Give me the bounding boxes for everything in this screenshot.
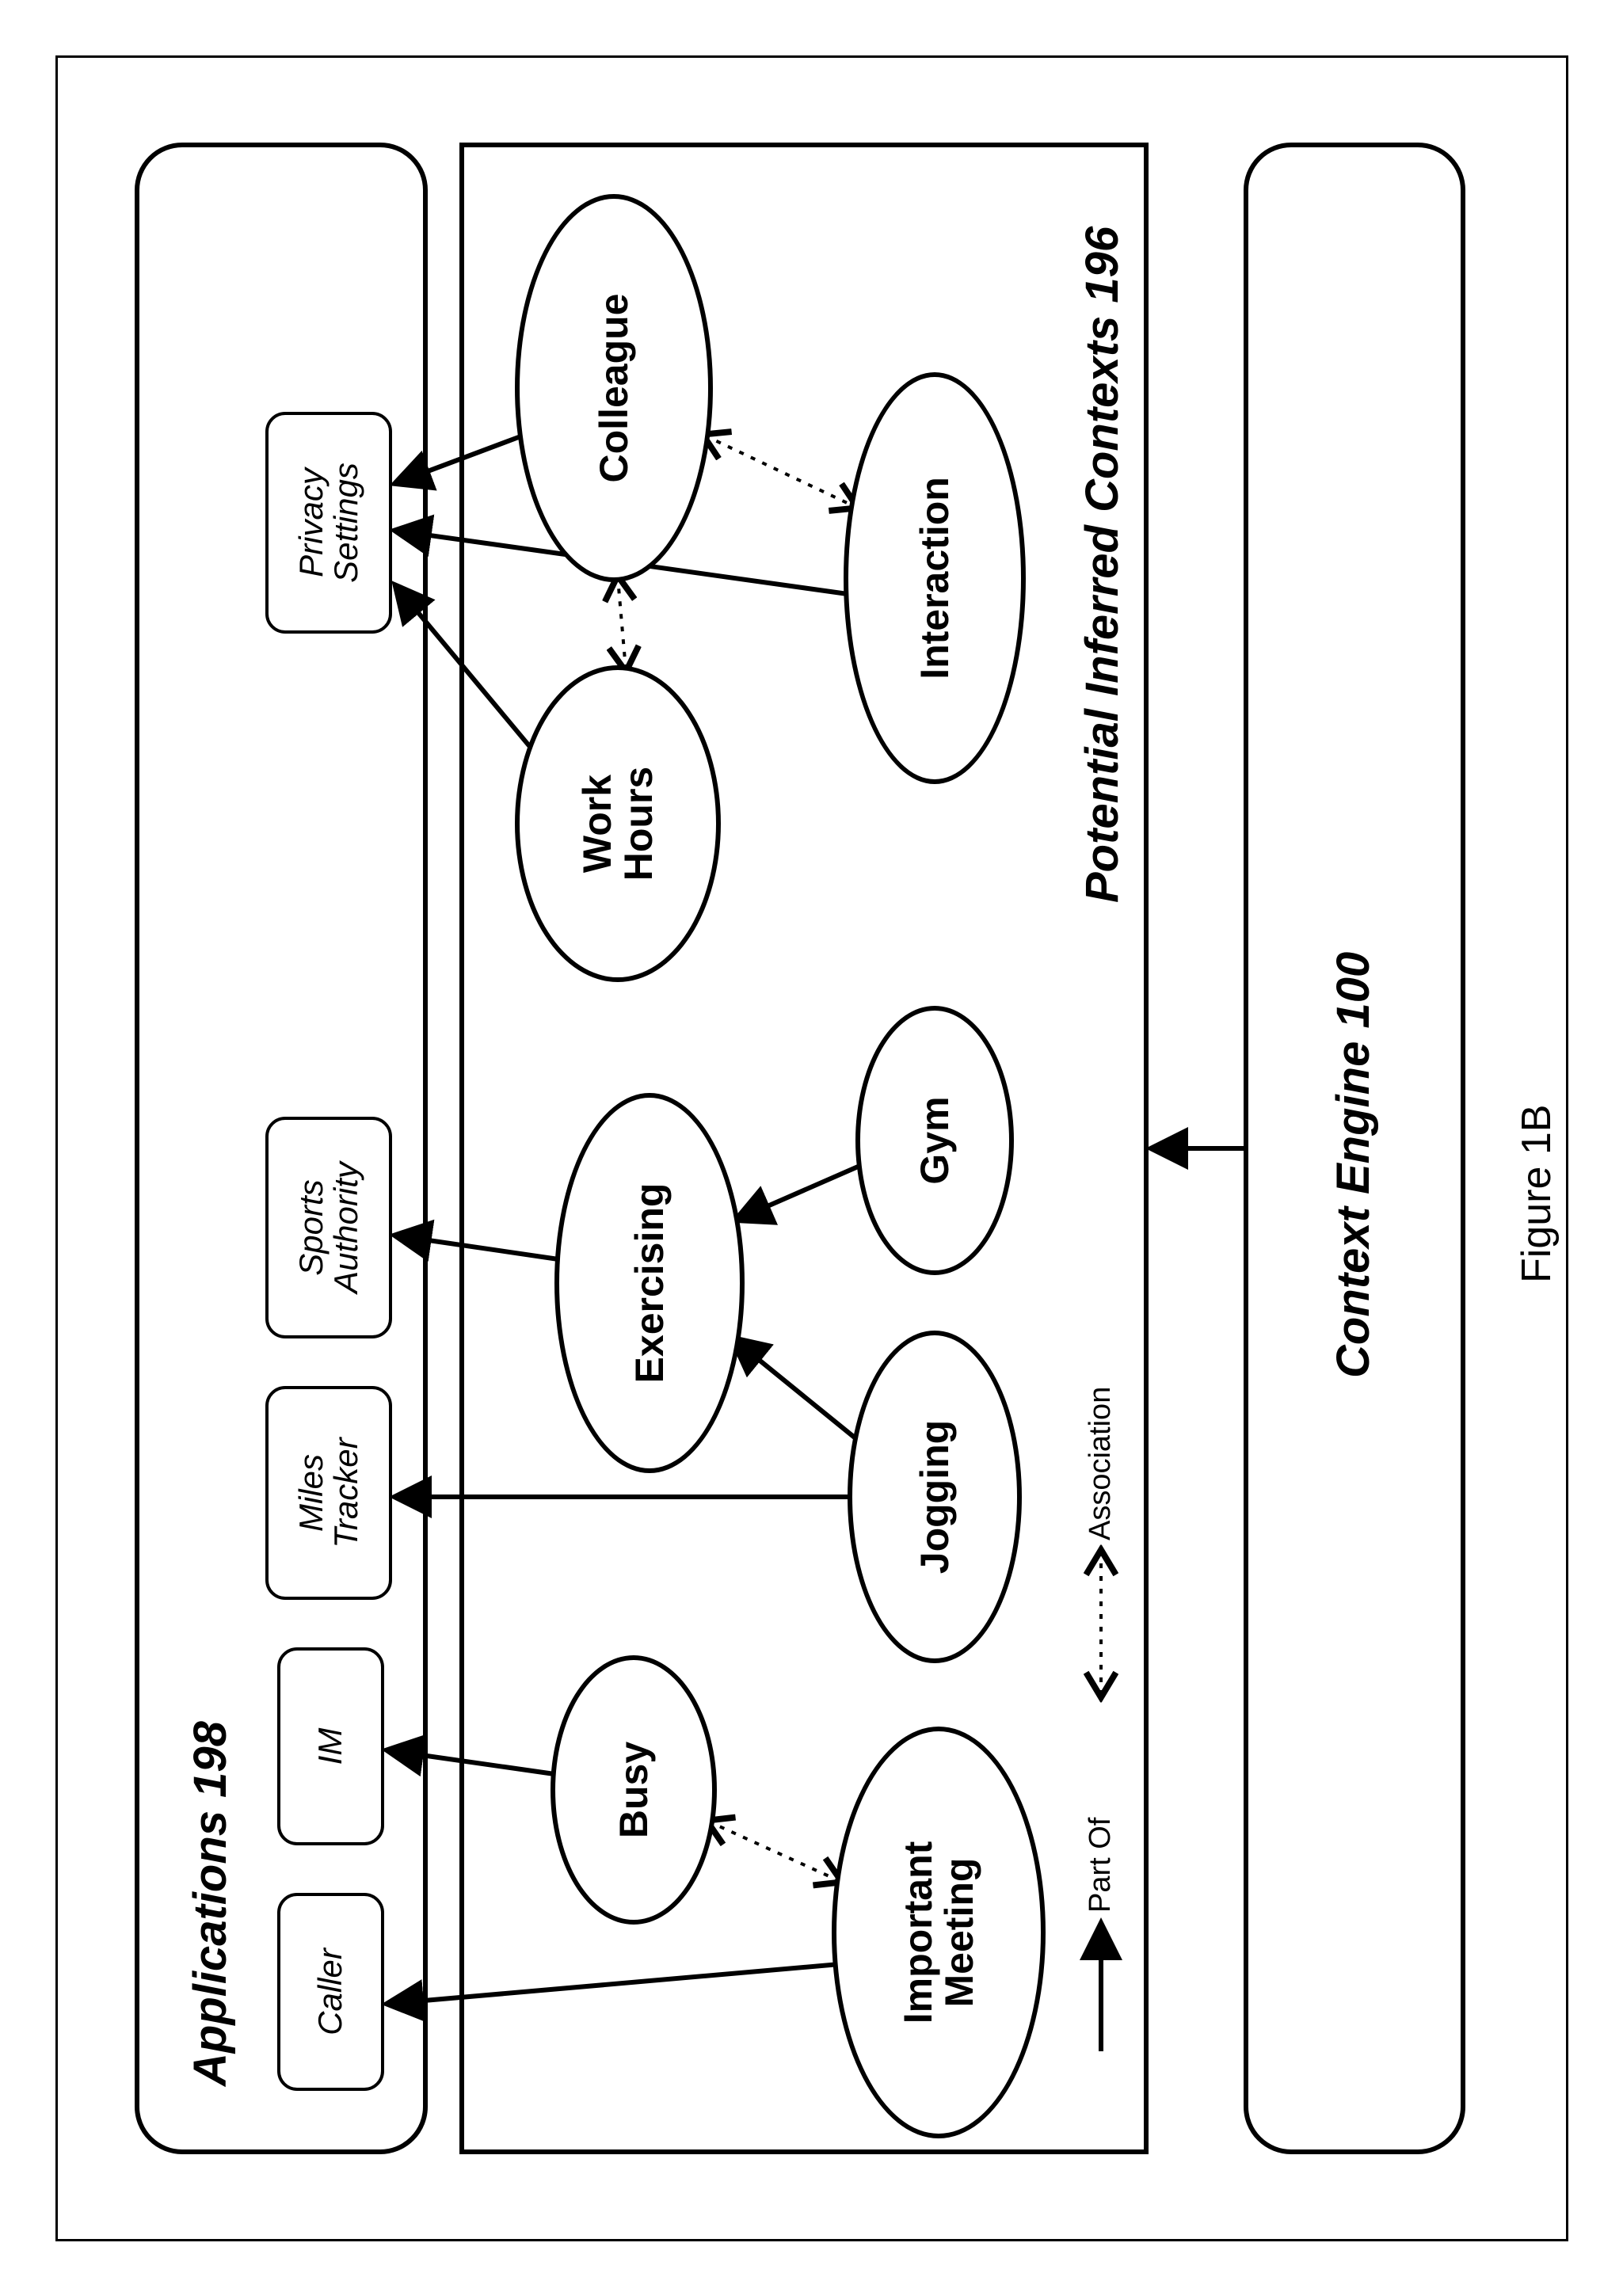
node-gym-label: Gym [914, 1096, 956, 1184]
node-busy: Busy [551, 1655, 717, 1925]
app-privacy-settings: Privacy Settings [265, 412, 392, 634]
node-gym: Gym [855, 1006, 1014, 1275]
node-interaction: Interaction [844, 372, 1026, 784]
app-caller-label: Caller [313, 1948, 348, 2035]
node-jogging: Jogging [848, 1331, 1022, 1663]
applications-title: Applications 198 [184, 1721, 237, 2086]
legend-association-label: Association [1084, 1387, 1118, 1540]
engine-title: Context Engine 100 [1327, 952, 1380, 1378]
node-exercising-label: Exercising [629, 1183, 671, 1384]
diagram-root: Applications 198 Potential Inferred Cont… [111, 111, 1513, 2186]
node-exercising: Exercising [554, 1093, 745, 1473]
node-colleague-label: Colleague [593, 294, 635, 483]
app-miles-tracker: Miles Tracker [265, 1386, 392, 1600]
page-root: Applications 198 Potential Inferred Cont… [0, 0, 1623, 2296]
legend-part-of-label: Part Of [1084, 1818, 1118, 1913]
node-important-meeting: Important Meeting [832, 1727, 1046, 2138]
node-workhours-label: Work Hours [577, 767, 660, 881]
app-miles-label: Miles Tracker [294, 1437, 364, 1548]
node-busy-label: Busy [613, 1742, 655, 1838]
app-caller: Caller [277, 1893, 384, 2091]
app-sports-label: Sports Authority [294, 1162, 364, 1293]
node-interaction-label: Interaction [914, 477, 956, 680]
app-im: IM [277, 1647, 384, 1845]
app-sports-authority: Sports Authority [265, 1117, 392, 1338]
figure-caption: Figure 1B [1513, 1105, 1560, 1283]
node-important-label: Important Meeting [897, 1841, 981, 2024]
app-privacy-label: Privacy Settings [294, 463, 364, 583]
node-jogging-label: Jogging [914, 1420, 956, 1574]
app-im-label: IM [313, 1728, 348, 1765]
node-colleague: Colleague [515, 194, 713, 582]
node-work-hours: Work Hours [515, 665, 721, 982]
contexts-title: Potential Inferred Contexts 196 [1076, 227, 1129, 903]
